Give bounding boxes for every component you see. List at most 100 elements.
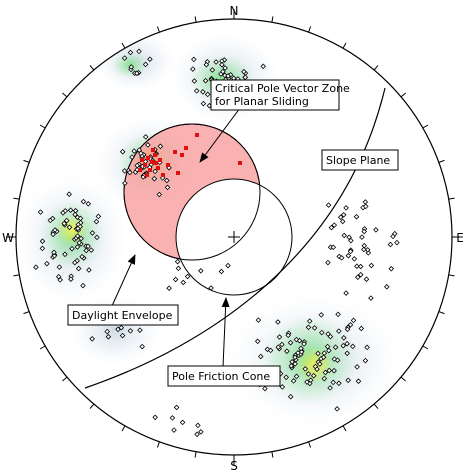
pole-marker [346,234,352,241]
azimuth-tick [121,425,126,432]
pole-marker [89,336,95,342]
pole-marker [134,70,140,77]
pole-marker [76,240,83,246]
pole-marker [293,336,300,343]
pole-marker [136,147,143,153]
pole-marker [77,215,84,222]
pole-marker [200,100,207,107]
azimuth-tick [308,441,312,448]
azimuth-ticks [6,9,462,465]
pole-marker [142,134,149,140]
critical-pole-marker [143,163,147,167]
pole-marker [166,285,172,291]
pole-marker [392,230,398,237]
pole-marker [315,350,321,357]
pole-marker [332,344,339,350]
pole-marker [193,88,200,94]
pole-marker [127,169,133,176]
pole-marker [74,244,81,250]
pole-marker [285,332,291,339]
pole-marker [194,431,200,438]
pole-marker [368,295,374,301]
pole-marker [373,227,379,233]
callout-critical-zone: Critical Pole Vector Zone for Planar Sli… [199,79,350,163]
pole-marker [330,244,337,251]
pole-marker [290,378,297,384]
azimuth-tick [89,65,95,71]
pole-marker [328,224,335,231]
callout-critical-zone-line2: for Planar Sliding [215,95,309,108]
pole-marker [200,89,206,95]
pole-marker [137,327,143,333]
pole-marker [204,91,211,98]
azimuth-tick [438,311,445,315]
pole-marker [322,369,329,376]
pole-marker [327,385,333,391]
pole-marker [255,317,262,323]
critical-pole-marker [173,150,177,154]
pole-marker [318,312,325,318]
pole-marker [310,372,317,379]
pole-marker [190,66,196,72]
pole-marker [321,375,328,382]
pole-marker [334,406,340,412]
pole-marker [363,276,370,282]
pole-marker [119,332,126,339]
azimuth-tick [39,345,46,350]
pole-marker [184,273,191,280]
critical-pole-marker [146,156,150,160]
azimuth-tick [13,274,20,277]
pole-marker [52,227,58,233]
compass-west: W [2,231,14,245]
pole-marker [51,249,57,256]
pole-marker [345,252,352,259]
pole-marker [363,203,369,210]
critical-pole-marker [148,168,152,172]
pole-marker [152,414,158,421]
pole-marker [279,384,286,390]
pole-marker [305,324,312,331]
pole-marker [344,350,350,357]
pole-marker [355,378,362,384]
pole-marker [118,324,125,331]
azimuth-tick [342,42,347,49]
pole-marker [345,377,351,384]
pole-marker [220,68,226,75]
pole-marker [287,393,294,400]
pole-marker [94,234,100,241]
azimuth-tick [194,451,197,458]
pole-marker [326,347,332,354]
pole-marker [283,374,289,381]
pole-marker [191,78,198,84]
pole-marker [136,48,142,55]
pole-marker [326,367,332,374]
pole-marker [147,56,153,62]
pole-marker [213,59,219,65]
critical-pole-marker [161,173,165,177]
pole-marker [164,177,170,184]
pole-marker [353,213,360,220]
azimuth-tick [400,92,406,98]
pole-marker [347,322,354,328]
pole-marker [296,337,303,344]
pole-marker [51,253,58,259]
pole-marker [387,241,394,248]
pole-marker [357,271,364,278]
pole-marker [198,429,204,435]
pole-marker [279,341,285,348]
critical-poles [138,133,242,177]
pole-marker [151,175,158,182]
azimuth-tick [23,159,30,163]
pole-marker [348,237,354,244]
pole-marker [209,67,216,73]
pole-marker [340,212,347,218]
pole-marker [37,209,44,215]
azimuth-tick [62,92,68,98]
pole-marker [325,331,331,337]
pole-marker [284,348,290,354]
pole-marker [61,220,67,227]
azimuth-tick [422,345,429,350]
pole-marker [142,61,149,68]
azimuth-tick [121,42,126,49]
